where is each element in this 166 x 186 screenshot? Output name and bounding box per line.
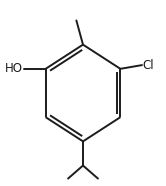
- Text: HO: HO: [5, 62, 23, 75]
- Text: Cl: Cl: [143, 59, 154, 72]
